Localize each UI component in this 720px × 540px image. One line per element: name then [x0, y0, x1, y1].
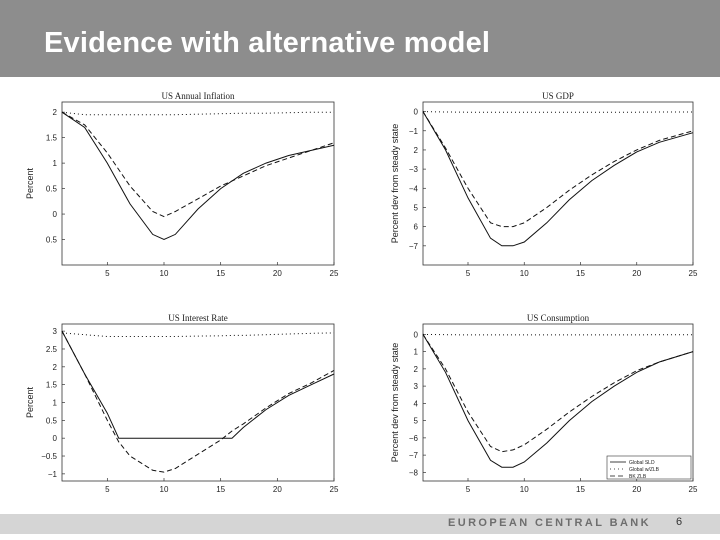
x-tick-label: 20 [632, 269, 641, 278]
y-tick-label: 0.5 [46, 185, 58, 194]
y-tick-label: −7 [409, 242, 419, 251]
chart-2: US GDP Percent dev from steady state 5 10 15… [390, 91, 698, 278]
y-tick-label: 5 [414, 417, 419, 426]
y-tick-label: −8 [409, 468, 419, 477]
slide-title: Evidence with alternative model [44, 27, 491, 59]
x-tick-label: 25 [689, 269, 698, 278]
series-line-dashed [61, 111, 335, 218]
series-line-dotted [422, 111, 693, 113]
x-tick-label: 10 [520, 485, 529, 494]
y-tick-label: 0.5 [46, 236, 58, 245]
series-line-dotted [61, 111, 334, 116]
series-line-dashed [422, 111, 694, 228]
legend-box [606, 455, 692, 480]
series-line-dotted [422, 333, 693, 336]
x-tick-label: 5 [105, 269, 110, 278]
chart-4: US Consumption Percent dev from steady st… [390, 313, 698, 494]
y-tick-label: 2 [414, 365, 419, 374]
x-tick-label: 20 [273, 269, 282, 278]
y-tick-label: −7 [409, 451, 419, 460]
series-line-solid [422, 111, 694, 247]
y-tick-label: 0 [414, 108, 419, 117]
y-tick-label: −3 [409, 165, 419, 174]
x-tick-label: 10 [160, 485, 169, 494]
series-line-dotted [61, 332, 335, 337]
y-tick-label: 1.5 [46, 134, 58, 143]
y-tick-label: 4 [414, 399, 419, 408]
y-tick-label: 0 [53, 210, 58, 219]
series-line-solid [61, 111, 335, 241]
legend-label: BK ZLB [629, 474, 647, 480]
series-line-dashed [61, 330, 335, 473]
y-tick-label: −1 [48, 470, 58, 479]
series-line-dashed [422, 334, 694, 453]
x-tick-label: 15 [576, 485, 585, 494]
y-tick-label: 2 [53, 108, 58, 117]
series-line-solid [61, 330, 335, 439]
y-tick-label: 3 [53, 327, 58, 336]
footer-bank-name: EUROPEAN CENTRAL BANK [448, 517, 651, 529]
x-tick-label: 10 [520, 269, 529, 278]
title-bar [0, 0, 720, 77]
chart-title: US Annual Inflation [162, 91, 235, 101]
legend-label: Global w/ZLB [629, 467, 660, 473]
footer-bar [0, 514, 720, 534]
x-tick-label: 15 [576, 269, 585, 278]
chart-title: US Interest Rate [168, 313, 227, 323]
y-tick-label: 3 [414, 382, 419, 391]
y-tick-label: 5 [414, 203, 419, 212]
x-tick-label: 5 [105, 485, 110, 494]
plot-frame [61, 323, 335, 482]
y-tick-label: 1.5 [46, 381, 58, 390]
plot-frame [61, 101, 335, 266]
y-tick-label: 0 [53, 434, 58, 443]
y-axis-label: Percent dev from steady state [390, 124, 400, 244]
x-tick-label: 25 [330, 485, 339, 494]
page-number: 6 [676, 516, 683, 528]
x-tick-label: 25 [689, 485, 698, 494]
y-tick-label: −4 [409, 184, 419, 193]
x-tick-label: 20 [273, 485, 282, 494]
y-tick-label: 6 [414, 223, 419, 232]
plot-frame [422, 101, 694, 266]
x-tick-label: 15 [216, 485, 225, 494]
y-tick-label: 2.5 [46, 345, 58, 354]
chart-title: US GDP [542, 91, 574, 101]
y-tick-label: 2 [53, 363, 58, 372]
series-line-solid [422, 334, 694, 468]
y-tick-label: −0.5 [41, 452, 57, 461]
legend-label: Global SLD [629, 460, 655, 466]
y-tick-label: 1 [414, 348, 419, 357]
y-tick-label: −6 [409, 434, 419, 443]
y-tick-label: 1 [53, 399, 58, 408]
y-tick-label: 0.5 [46, 416, 58, 425]
x-tick-label: 5 [466, 485, 471, 494]
y-tick-label: −1 [409, 127, 419, 136]
x-tick-label: 15 [216, 269, 225, 278]
y-tick-label: 1 [53, 159, 58, 168]
x-tick-label: 5 [466, 269, 471, 278]
y-tick-label: 2 [414, 146, 419, 155]
x-tick-label: 10 [160, 269, 169, 278]
y-tick-label: 0 [414, 330, 419, 339]
plot-frame [422, 323, 694, 482]
y-axis-label: Percent dev from steady state [390, 343, 400, 463]
x-tick-label: 20 [632, 485, 641, 494]
chart-title: US Consumption [527, 313, 590, 323]
x-tick-label: 25 [330, 269, 339, 278]
y-axis-label: Percent [25, 167, 35, 199]
y-axis-label: Percent [25, 386, 35, 418]
